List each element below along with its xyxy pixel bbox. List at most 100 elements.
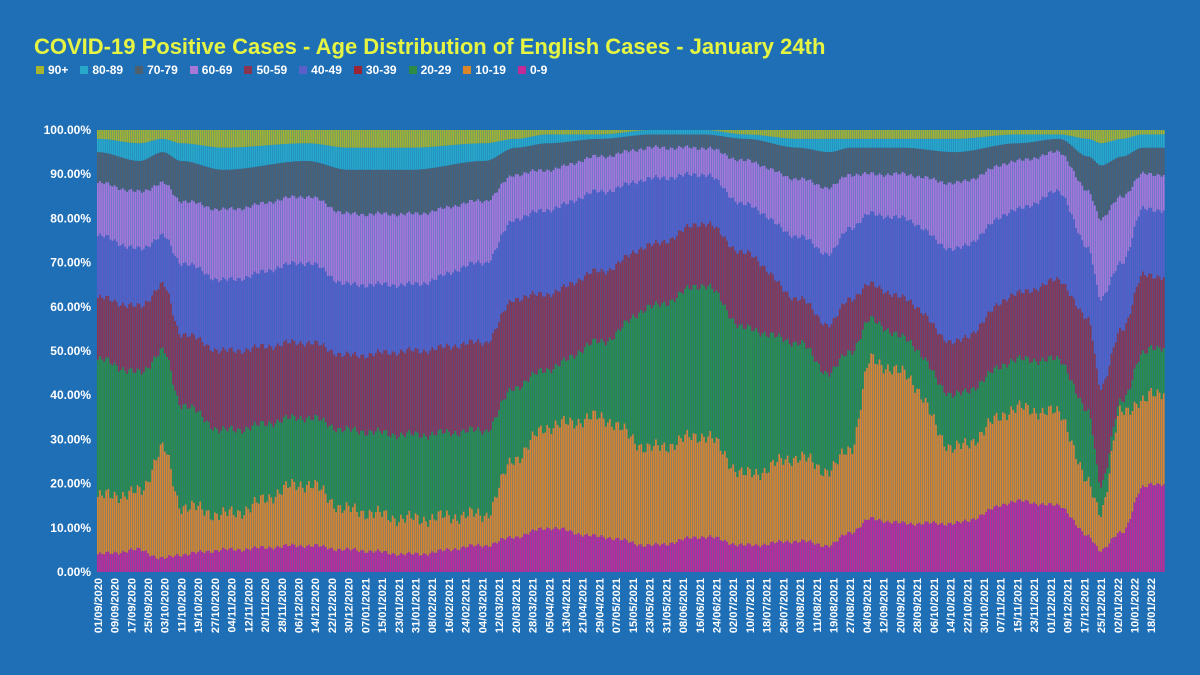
bar-segment-60-69: [333, 210, 335, 281]
bar-segment-80-89: [818, 138, 820, 151]
bar-segment-50-59: [502, 311, 505, 400]
bar-segment-40-49: [960, 248, 962, 342]
bar-segment-90+: [368, 130, 371, 148]
bar-segment-60-69: [535, 171, 538, 213]
bar-segment-60-69: [203, 207, 206, 275]
bar-segment-70-79: [381, 169, 383, 215]
bar-segment-90+: [857, 130, 860, 139]
bar-segment-90+: [590, 130, 592, 135]
bar-segment-20-29: [1123, 402, 1125, 415]
bar-segment-10-19: [803, 454, 806, 541]
bar-segment-60-69: [483, 201, 486, 264]
bar-segment-90+: [922, 130, 925, 139]
bar-segment-70-79: [147, 158, 149, 190]
bar-segment-50-59: [464, 344, 467, 433]
bar-segment-40-49: [97, 236, 99, 298]
bar-segment-70-79: [1135, 149, 1138, 179]
bar-segment-70-79: [960, 151, 962, 183]
bar-segment-20-29: [356, 431, 358, 512]
bar-segment-20-29: [834, 366, 837, 463]
bar-segment-50-59: [157, 288, 160, 356]
bar-segment-40-49: [533, 211, 536, 295]
legend-item-70-79: 70-79: [135, 63, 178, 77]
bar-segment-40-49: [822, 254, 824, 326]
bar-segment-70-79: [554, 142, 557, 168]
bar-segment-10-19: [226, 516, 229, 551]
bar-segment-10-19: [377, 505, 379, 550]
bar-segment-50-59: [512, 301, 515, 392]
bar-segment-50-59: [999, 304, 1002, 370]
bar-segment-0-9: [107, 551, 110, 572]
bar-segment-10-19: [636, 450, 638, 547]
bar-segment-70-79: [109, 154, 112, 186]
bar-segment-80-89: [864, 138, 866, 148]
bar-segment-80-89: [1004, 134, 1006, 145]
bar-segment-70-79: [237, 169, 239, 208]
bar-segment-40-49: [588, 194, 590, 275]
bar-segment-90+: [251, 130, 254, 147]
bar-segment-70-79: [604, 138, 607, 159]
bar-segment-10-19: [168, 454, 170, 556]
legend-label: 70-79: [147, 63, 178, 77]
x-tick-label: 20/11/2020: [260, 578, 272, 632]
bar-segment-50-59: [276, 343, 279, 420]
bar-segment-10-19: [234, 517, 237, 551]
bar-segment-0-9: [910, 522, 912, 572]
bar-segment-70-79: [826, 152, 829, 188]
bar-segment-80-89: [1098, 142, 1100, 165]
bar-segment-60-69: [874, 175, 877, 216]
bar-segment-50-59: [1024, 289, 1027, 357]
bar-segment-50-59: [99, 294, 101, 356]
bar-segment-80-89: [694, 130, 697, 135]
bar-segment-0-9: [993, 506, 996, 572]
bar-segment-60-69: [287, 198, 289, 265]
bar-segment-80-89: [682, 130, 684, 135]
bar-segment-0-9: [701, 536, 703, 572]
bar-segment-90+: [933, 130, 935, 139]
bar-segment-10-19: [335, 512, 337, 552]
bar-segment-70-79: [291, 161, 294, 196]
bar-segment-0-9: [834, 541, 837, 572]
bar-segment-40-49: [767, 219, 770, 275]
bar-segment-50-59: [1041, 283, 1044, 358]
bar-segment-80-89: [291, 143, 294, 162]
bar-segment-40-49: [115, 241, 118, 302]
bar-segment-50-59: [418, 353, 421, 439]
bar-segment-10-19: [784, 459, 787, 542]
bar-segment-90+: [838, 130, 841, 139]
bar-segment-20-29: [228, 427, 231, 510]
bar-segment-90+: [780, 130, 783, 138]
bar-segment-60-69: [953, 183, 956, 250]
bar-segment-0-9: [544, 529, 546, 572]
bar-segment-10-19: [540, 425, 542, 528]
bar-segment-50-59: [826, 324, 829, 373]
bar-segment-70-79: [406, 169, 409, 213]
bar-segment-90+: [880, 130, 883, 139]
bar-segment-0-9: [1031, 503, 1033, 572]
bar-segment-50-59: [222, 347, 225, 427]
bar-segment-0-9: [1020, 501, 1023, 572]
bar-segment-20-29: [941, 385, 944, 436]
bar-segment-10-19: [214, 512, 216, 550]
bar-segment-70-79: [1029, 142, 1031, 161]
bar-segment-20-29: [1131, 380, 1134, 412]
bar-segment-50-59: [632, 250, 634, 315]
bar-segment-50-59: [1018, 289, 1021, 356]
bar-segment-70-79: [1131, 152, 1134, 187]
bar-segment-0-9: [525, 533, 528, 572]
bar-segment-20-29: [276, 419, 279, 490]
x-tick-label: 12/11/2020: [243, 578, 255, 632]
bar-segment-20-29: [598, 342, 601, 418]
bar-segment-70-79: [680, 134, 682, 147]
bar-segment-50-59: [224, 349, 227, 429]
bar-segment-20-29: [701, 283, 703, 434]
bar-segment-50-59: [786, 291, 789, 339]
bar-segment-60-69: [1077, 180, 1079, 234]
bar-segment-0-9: [237, 548, 239, 572]
bar-segment-70-79: [838, 149, 841, 180]
bar-segment-20-29: [310, 419, 312, 488]
bar-segment-90+: [1077, 130, 1079, 138]
bar-segment-70-79: [721, 136, 724, 155]
bar-segment-40-49: [1089, 253, 1092, 326]
bar-segment-50-59: [736, 253, 739, 329]
